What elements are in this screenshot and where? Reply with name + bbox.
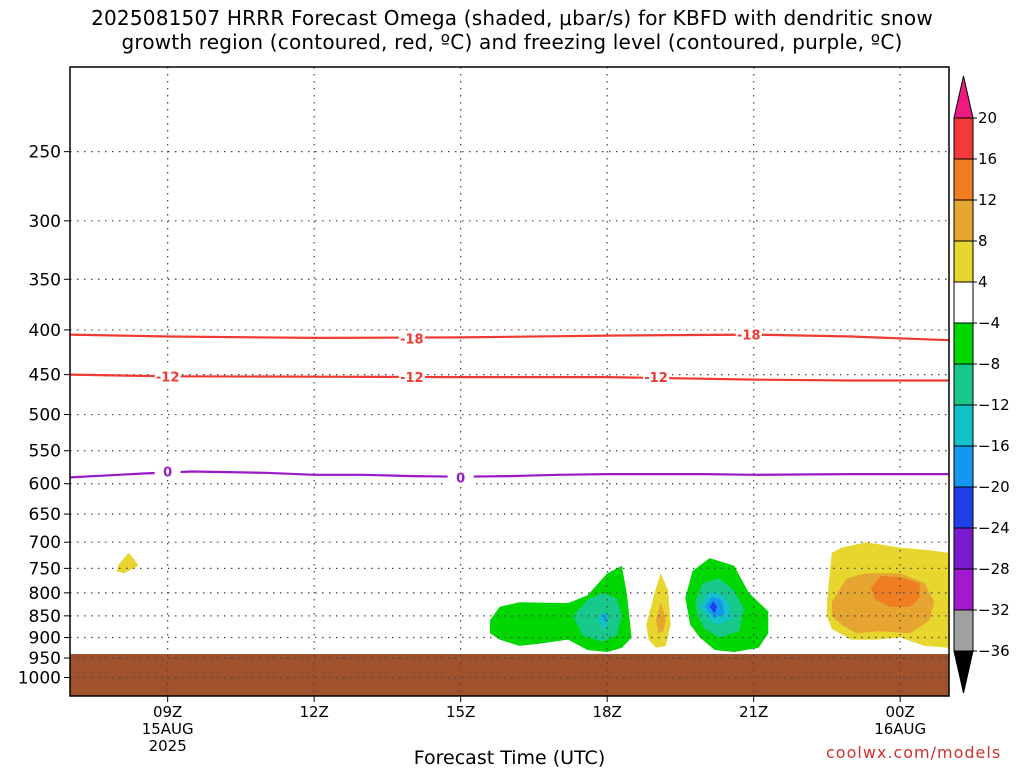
colorbar-box-1 bbox=[953, 158, 974, 201]
xtick-label-9-1: 15AUG bbox=[142, 720, 194, 738]
xtick-label-9-0: 09Z bbox=[153, 703, 182, 721]
colorbar-box-12 bbox=[953, 609, 974, 652]
xtick-label-15-0: 15Z bbox=[446, 703, 475, 721]
xtick-label-18-0: 18Z bbox=[592, 703, 621, 721]
ytick-label-750: 750 bbox=[29, 559, 61, 579]
contour-label-2-0: 0 bbox=[154, 463, 181, 481]
ytick-label-400: 400 bbox=[29, 321, 61, 341]
ytick-label-800: 800 bbox=[29, 584, 61, 604]
colorbar-label-10: −24 bbox=[978, 519, 1010, 537]
xtick-label-9-2: 2025 bbox=[149, 737, 187, 755]
colorbar-label-6: −8 bbox=[978, 355, 1000, 373]
colorbar-box-7 bbox=[953, 404, 974, 447]
ytick-label-700: 700 bbox=[29, 533, 61, 553]
colorbar-bottom-arrow bbox=[953, 650, 974, 694]
svg-text:-18: -18 bbox=[737, 329, 761, 344]
contour-line-0 bbox=[70, 333, 949, 342]
contour-label-2-1: 0 bbox=[447, 469, 474, 486]
colorbar-box-6 bbox=[953, 363, 974, 406]
colorbar-label-11: −28 bbox=[978, 560, 1010, 578]
omega-shade-0 bbox=[116, 552, 139, 574]
svg-text:-18: -18 bbox=[400, 332, 424, 347]
colorbar-label-7: −12 bbox=[978, 396, 1010, 414]
omega-shade-11 bbox=[709, 601, 717, 614]
ytick-label-1000: 1000 bbox=[18, 668, 61, 688]
svg-text:-12: -12 bbox=[400, 371, 424, 386]
ytick-label-600: 600 bbox=[29, 475, 61, 495]
plot-frame bbox=[69, 66, 950, 697]
colorbar-box-3 bbox=[953, 240, 974, 283]
omega-shade-6 bbox=[656, 602, 666, 634]
colorbar-box-5 bbox=[953, 322, 974, 365]
credit-text[interactable]: coolwx.com/models bbox=[826, 743, 1002, 762]
colorbar-label-1: 16 bbox=[978, 150, 997, 168]
contour-line-2 bbox=[70, 470, 949, 479]
colorbar-label-9: −20 bbox=[978, 478, 1010, 496]
ytick-label-650: 650 bbox=[29, 505, 61, 525]
omega-shade-2 bbox=[573, 592, 622, 642]
ytick-label-450: 450 bbox=[29, 366, 61, 386]
axes: 2503003504004505005506006507007508008509… bbox=[18, 66, 950, 768]
colorbar-box-8 bbox=[953, 445, 974, 488]
colorbar-label-3: 8 bbox=[978, 232, 988, 250]
ytick-label-350: 350 bbox=[29, 270, 61, 290]
colorbar-box-0 bbox=[953, 117, 974, 160]
colorbar-label-2: 12 bbox=[978, 191, 997, 209]
xtick-label-24-1: 16AUG bbox=[874, 720, 926, 738]
colorbar-label-12: −32 bbox=[978, 601, 1010, 619]
svg-text:-12: -12 bbox=[156, 370, 180, 385]
ground-fill bbox=[70, 654, 949, 696]
colorbar-top-arrow bbox=[953, 75, 974, 119]
plot-area: -18 -18 -12 -12 -12 0 0 bbox=[70, 67, 949, 696]
ytick-label-850: 850 bbox=[29, 607, 61, 627]
xtick-label-24-0: 00Z bbox=[885, 703, 914, 721]
contour-line-1 bbox=[70, 373, 949, 382]
colorbar-box-2 bbox=[953, 199, 974, 242]
svg-text:-12: -12 bbox=[644, 371, 668, 386]
contour-label-1-2: -12 bbox=[643, 369, 669, 386]
colorbar-label-5: −4 bbox=[978, 314, 1000, 332]
contour-label-0-0: -18 bbox=[398, 330, 425, 347]
colorbar-label-0: 20 bbox=[978, 109, 997, 127]
colorbar: 20 16 12 8 4 −4 −8 −12 −16 −20 −24 −28 −32 −36 bbox=[953, 75, 1010, 694]
omega-shade-4 bbox=[603, 613, 608, 623]
colorbar-box-11 bbox=[953, 568, 974, 611]
colorbar-box-10 bbox=[953, 527, 974, 570]
omega-shade-5 bbox=[646, 573, 671, 648]
ytick-label-900: 900 bbox=[29, 629, 61, 649]
colorbar-label-13: −36 bbox=[978, 642, 1010, 660]
ytick-label-300: 300 bbox=[29, 212, 61, 232]
colorbar-label-4: 4 bbox=[978, 273, 988, 291]
chart-title: 2025081507 HRRR Forecast Omega (shaded, … bbox=[0, 6, 1024, 54]
ytick-label-950: 950 bbox=[29, 649, 61, 669]
svg-text:0: 0 bbox=[163, 466, 172, 481]
colorbar-label-8: −16 bbox=[978, 437, 1010, 455]
ytick-label-550: 550 bbox=[29, 442, 61, 462]
colorbar-box-9 bbox=[953, 486, 974, 529]
x-axis-title: Forecast Time (UTC) bbox=[414, 747, 605, 768]
contour-label-1-0: -12 bbox=[154, 368, 181, 385]
ytick-label-500: 500 bbox=[29, 406, 61, 426]
omega-shade-14 bbox=[870, 575, 920, 607]
ytick-label-250: 250 bbox=[29, 143, 61, 163]
contour-label-1-1: -12 bbox=[398, 369, 425, 386]
plot-clip-group: -18 -18 -12 -12 -12 0 0 bbox=[70, 67, 949, 696]
svg-text:0: 0 bbox=[456, 471, 465, 486]
chart-title-line-1: 2025081507 HRRR Forecast Omega (shaded, … bbox=[91, 6, 933, 30]
colorbar-box-4 bbox=[953, 281, 974, 324]
chart-title-line-2: growth region (contoured, red, ºC) and f… bbox=[121, 30, 903, 54]
xtick-label-21-0: 21Z bbox=[739, 703, 768, 721]
contour-label-0-1: -18 bbox=[735, 326, 762, 344]
xtick-label-12-0: 12Z bbox=[299, 703, 328, 721]
